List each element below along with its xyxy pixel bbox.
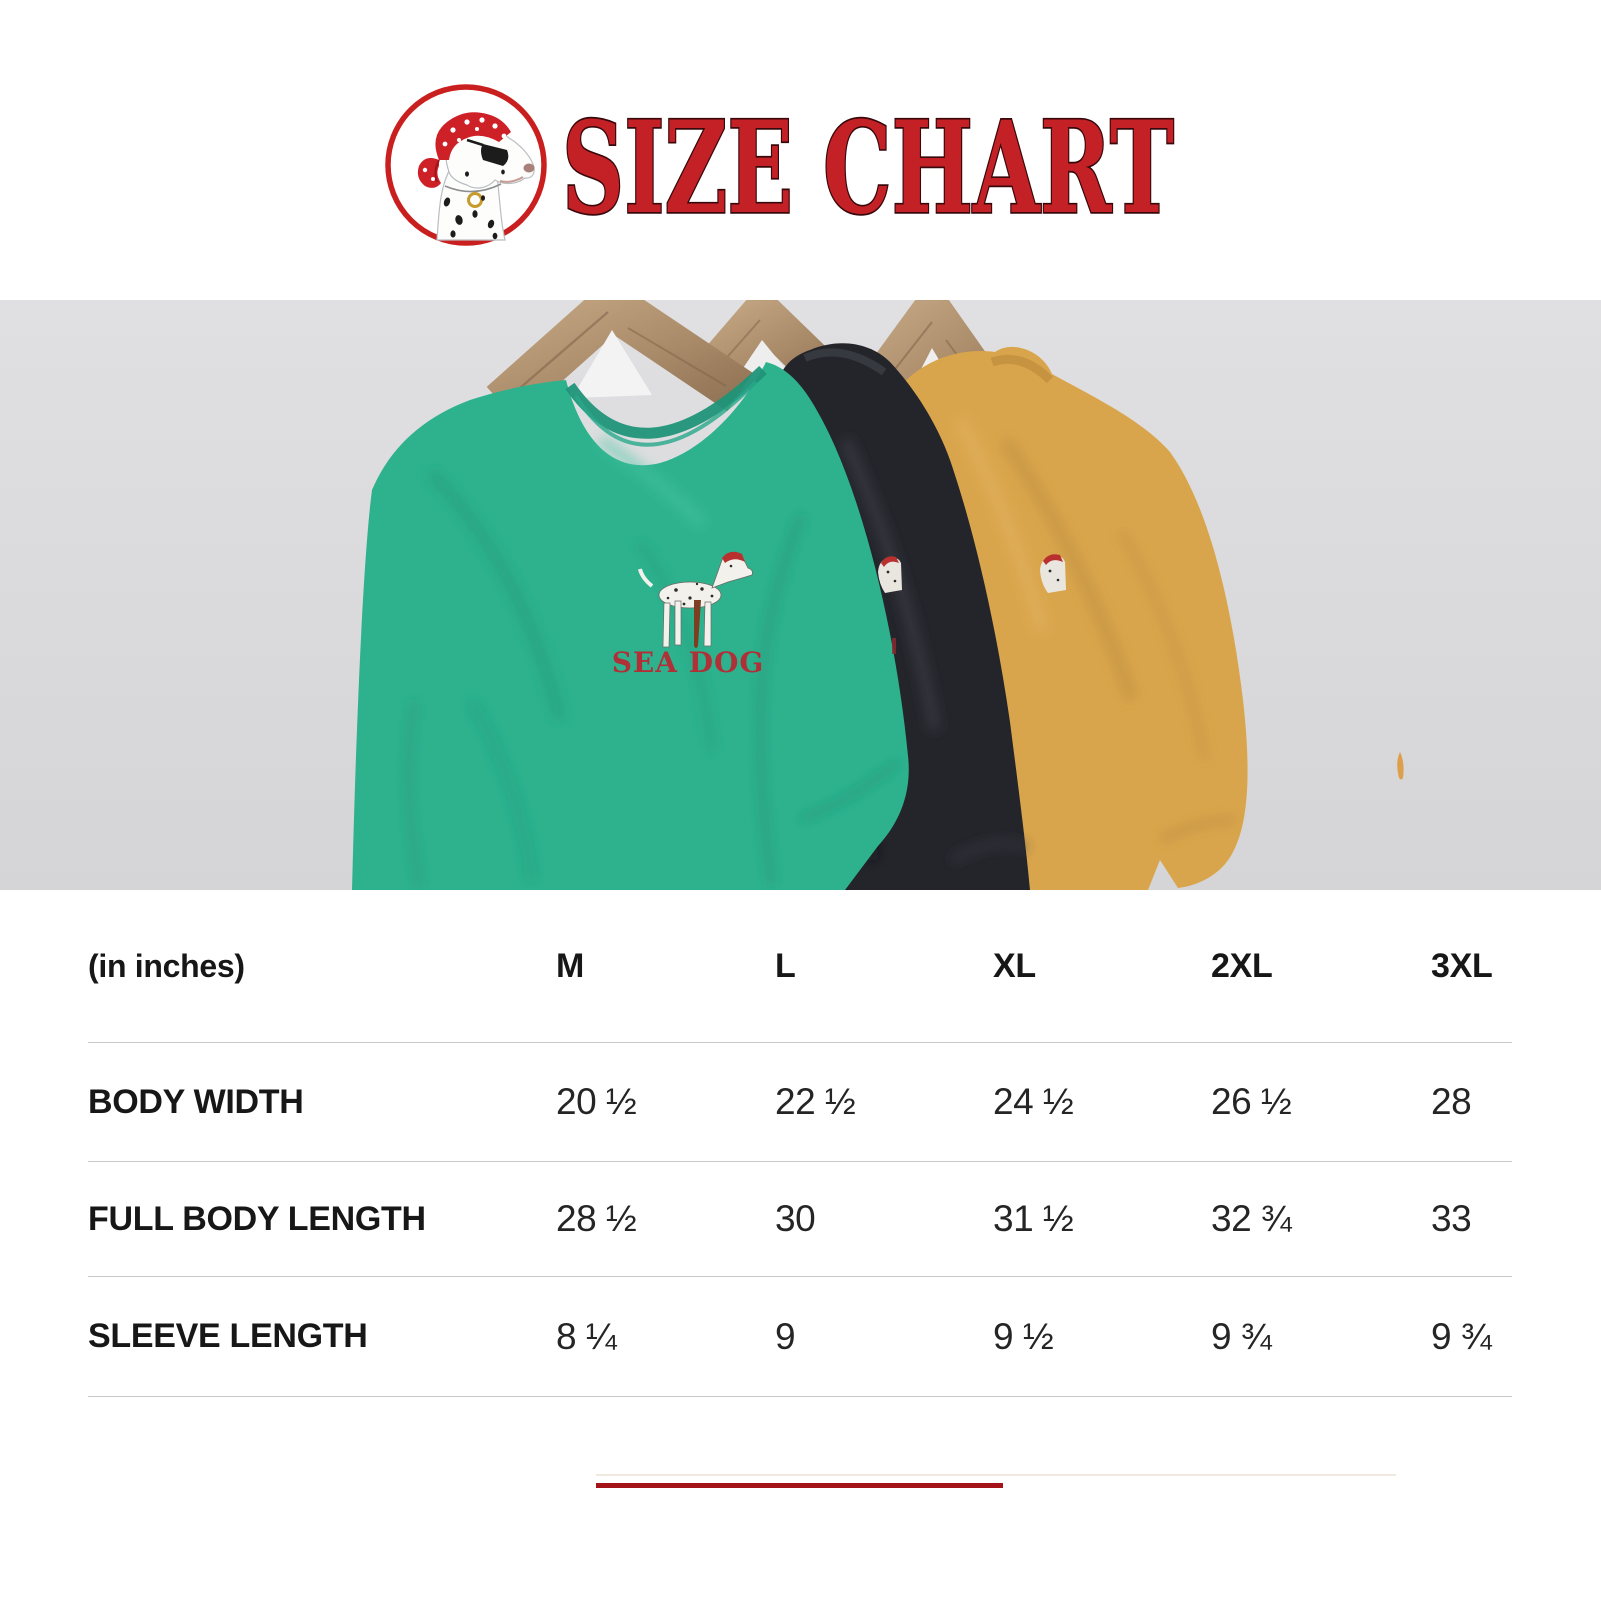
row-label: FULL BODY LENGTH [88,1199,426,1238]
table-cell: 28 ½ [556,1198,637,1239]
hanger-left [486,300,753,422]
unit-label: (in inches) [88,947,245,984]
table-cell: 8 ¼ [556,1315,617,1357]
table-cell: 20 ½ [556,1081,637,1122]
table-cell: 26 ½ [1211,1081,1292,1122]
table-cell: 9 ½ [993,1315,1054,1357]
table-cell: 9 [775,1315,796,1357]
table-cell: 24 ½ [993,1081,1074,1122]
table-cell: 30 [775,1198,816,1239]
column-header-2xl: 2XL [1211,946,1273,985]
row-label: BODY WIDTH [88,1082,304,1121]
header: SIZE CHART [0,0,1601,300]
column-header-3xl: 3XL [1431,946,1493,985]
faint-divider [596,1474,1396,1476]
row-label: SLEEVE LENGTH [88,1317,368,1355]
sea-dog-print-fragment-black [878,556,902,654]
table-cell: 9 ¾ [1431,1315,1492,1357]
tshirt-teal: SEA DOG [352,362,909,890]
red-divider [596,1483,1003,1488]
brand-logo [385,84,547,246]
column-header-l: L [775,946,796,985]
page-title: SIZE CHART [560,96,1175,244]
table-row-sleeve-length: SLEEVE LENGTH 8 ¼ 9 9 ½ 9 ¾ 9 ¾ [88,1277,1512,1397]
page-title-text: SIZE CHART [562,96,1174,242]
table-row-body-width: BODY WIDTH 20 ½ 22 ½ 24 ½ 26 ½ 28 [88,1043,1512,1162]
size-table: (in inches) M L XL 2XL 3XL BODY WIDTH 20… [88,890,1512,1397]
sea-dog-print: SEA DOG [612,551,765,679]
sea-dog-print-text: SEA DOG [612,646,765,679]
table-cell: 33 [1431,1198,1472,1239]
tshirt-photo: SEA DOG [0,300,1601,890]
column-header-xl: XL [993,946,1036,985]
table-cell: 31 ½ [993,1198,1074,1239]
sea-dog-print-fragment-mustard [1040,554,1066,593]
table-row-full-body-length: FULL BODY LENGTH 28 ½ 30 31 ½ 32 ¾ 33 [88,1162,1512,1277]
table-header-row: (in inches) M L XL 2XL 3XL [88,890,1512,1043]
table-cell: 9 ¾ [1211,1315,1272,1357]
column-header-m: M [556,946,585,985]
table-cell: 22 ½ [775,1081,856,1122]
table-cell: 28 [1431,1081,1472,1122]
dalmatian-pirate-icon [417,112,535,241]
table-cell: 32 ¾ [1211,1198,1292,1239]
stray-thread [1397,752,1404,780]
